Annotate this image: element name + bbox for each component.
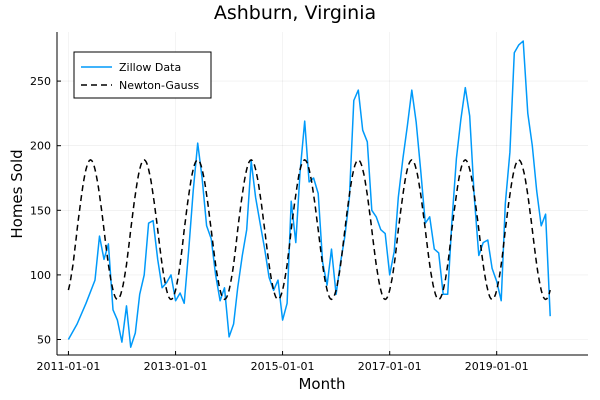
axes bbox=[56, 32, 588, 356]
y-tick-label: 200 bbox=[30, 140, 51, 153]
legend-label-zillow-data: Zillow Data bbox=[119, 61, 181, 74]
x-tick-label: 2017-01-01 bbox=[358, 360, 422, 373]
x-tick-label: 2015-01-01 bbox=[251, 360, 315, 373]
chart-title: Ashburn, Virginia bbox=[214, 2, 376, 24]
legend: Zillow Data Newton-Gauss bbox=[73, 51, 212, 99]
x-ticks: 2011-01-01 2013-01-01 2015-01-01 2017-01-01… bbox=[36, 351, 529, 373]
legend-box bbox=[73, 51, 212, 99]
x-tick-label: 2013-01-01 bbox=[144, 360, 208, 373]
series-group bbox=[67, 40, 551, 348]
y-tick-label: 250 bbox=[30, 75, 51, 88]
legend-label-newton-gauss: Newton-Gauss bbox=[119, 79, 199, 92]
series-line-newton-gauss bbox=[67, 159, 551, 301]
series-line-zillow-data bbox=[67, 40, 551, 348]
y-tick-label: 150 bbox=[30, 204, 51, 217]
x-axis-title: Month bbox=[298, 375, 345, 393]
y-tick-label: 50 bbox=[37, 333, 51, 346]
x-tick-label: 2011-01-01 bbox=[36, 360, 100, 373]
y-tick-label: 100 bbox=[30, 269, 51, 282]
y-axis-title: Homes Sold bbox=[8, 149, 26, 238]
y-ticks: 50 100 150 200 250 bbox=[30, 75, 61, 346]
x-tick-label: 2019-01-01 bbox=[465, 360, 529, 373]
